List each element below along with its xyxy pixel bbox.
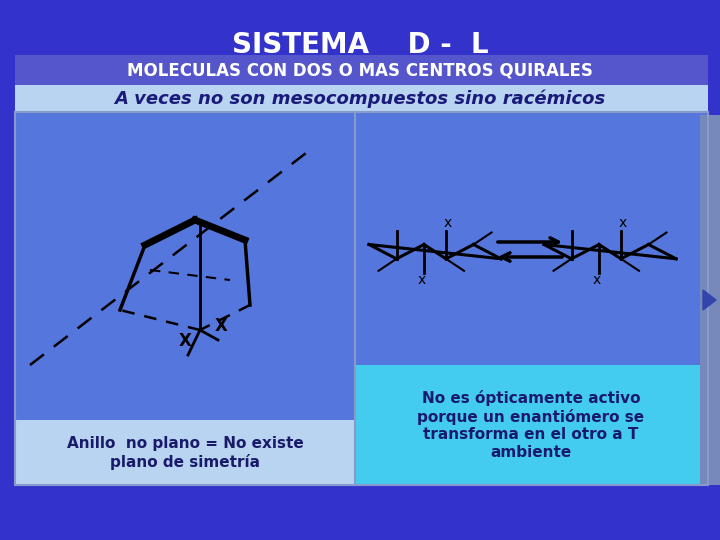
Text: x: x [418,273,426,287]
Text: X: X [179,332,192,350]
Bar [15,420,355,485]
Text: Anillo  no plano = No existe
plano de simetría: Anillo no plano = No existe plano de sim… [67,436,303,470]
Bar [355,365,708,485]
Text: X: X [215,317,228,335]
Text: No es ópticamente activo
porque un enantiómero se
transforma en el otro a T
ambi: No es ópticamente activo porque un enant… [418,390,644,460]
Text: x: x [444,216,452,230]
Bar [355,112,708,420]
Bar [15,112,708,485]
Text: x: x [593,273,601,287]
Text: SISTEMA    D -  L: SISTEMA D - L [232,31,488,59]
Bar [15,85,708,112]
Text: x: x [619,216,627,230]
Polygon shape [703,290,716,310]
Bar [700,115,720,485]
Bar [15,55,708,85]
Bar [15,112,355,420]
Text: A veces no son mesocompuestos sino racémicos: A veces no son mesocompuestos sino racém… [114,90,606,108]
Text: MOLECULAS CON DOS O MAS CENTROS QUIRALES: MOLECULAS CON DOS O MAS CENTROS QUIRALES [127,61,593,79]
